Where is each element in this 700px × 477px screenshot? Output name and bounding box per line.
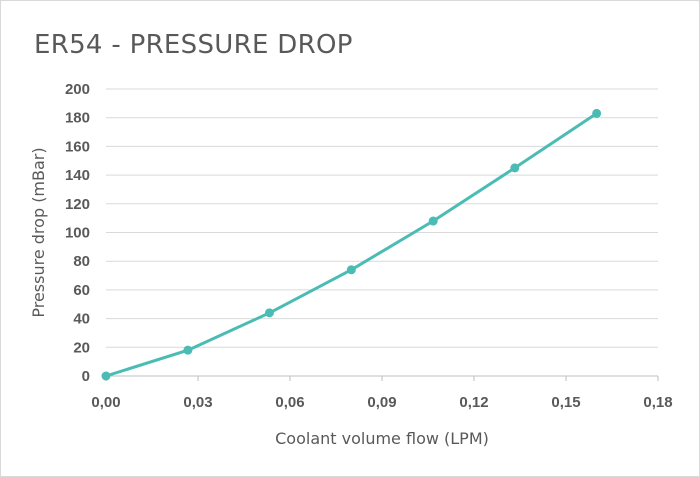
y-tick-label: 40 — [73, 311, 90, 328]
x-axis-label: Coolant volume flow (LPM) — [275, 429, 489, 448]
data-point — [510, 163, 520, 173]
data-point — [264, 308, 274, 318]
x-tick-label: 0,06 — [275, 394, 304, 411]
y-tick-label: 0 — [82, 368, 90, 385]
y-tick-label: 60 — [73, 282, 90, 299]
y-tick-label: 180 — [65, 110, 90, 127]
y-axis-label: Pressure drop (mBar) — [29, 147, 48, 317]
data-point — [101, 371, 111, 381]
x-tick-label: 0,03 — [183, 394, 212, 411]
y-tick-label: 100 — [65, 225, 90, 242]
series-line — [104, 111, 599, 378]
y-tick-label: 160 — [65, 138, 90, 155]
y-tick-label: 20 — [73, 339, 90, 356]
y-tick-label: 200 — [65, 81, 90, 98]
data-point — [592, 108, 602, 118]
x-tick-label: 0,18 — [643, 394, 672, 411]
y-tick-label: 140 — [65, 167, 90, 184]
data-point — [346, 265, 356, 275]
x-tick-label: 0,00 — [91, 394, 120, 411]
x-tick-label: 0,12 — [459, 394, 488, 411]
x-tick-label: 0,09 — [367, 394, 396, 411]
data-point — [428, 216, 438, 226]
y-tick-label: 80 — [73, 253, 90, 270]
data-point — [183, 345, 193, 355]
y-tick-label: 120 — [65, 196, 90, 213]
chart-title: ER54 - PRESSURE DROP — [34, 30, 353, 60]
x-tick-label: 0,15 — [551, 394, 580, 411]
